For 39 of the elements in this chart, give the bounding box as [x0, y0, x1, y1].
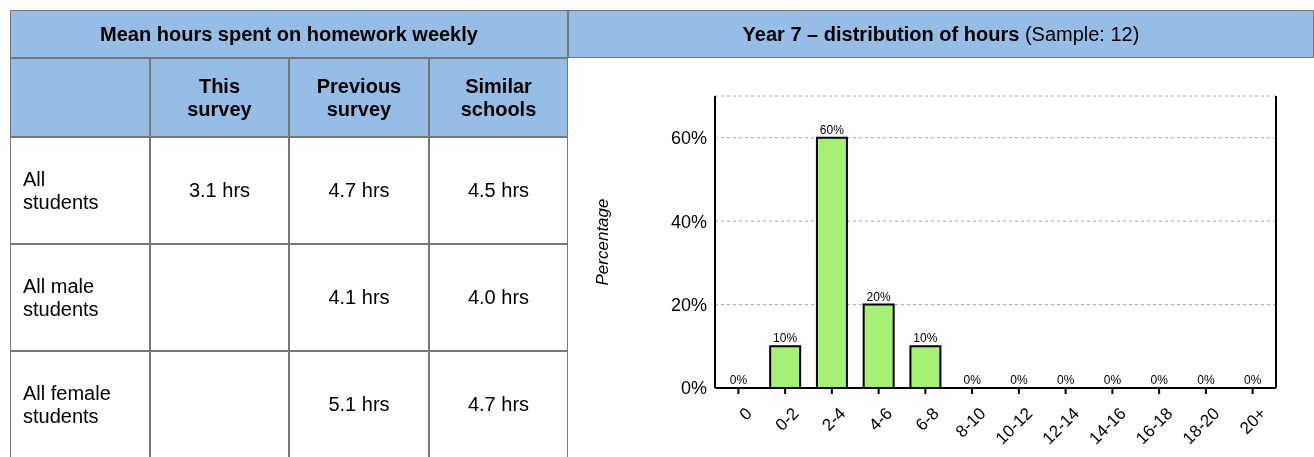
y-tick-label: 40%	[670, 211, 707, 232]
text: 4.5 hrs	[467, 179, 530, 201]
category-label: All female students	[23, 381, 111, 427]
data-label: 0%	[729, 373, 748, 387]
text: 4.7 hrs	[328, 179, 390, 201]
data-label: 20%	[866, 289, 891, 304]
data-label: 0%	[963, 373, 982, 387]
text: 4.0 hrs	[467, 286, 530, 308]
data-label: 0%	[1150, 373, 1169, 387]
y-tick-label: 60%	[670, 128, 707, 149]
y-tick-label: 0%	[680, 378, 707, 399]
x-tick-label: 4-6	[865, 403, 896, 435]
data-label: 0%	[1056, 373, 1075, 387]
data-label: 10%	[773, 331, 798, 346]
data-label: 10%	[913, 331, 938, 346]
text: 4.1 hrs	[328, 286, 390, 308]
data-label: 0%	[1243, 373, 1262, 387]
category-label: Similar schools	[429, 58, 568, 137]
text: Mean hours spent on homework weekly	[10, 10, 568, 58]
data-label: 0%	[1197, 373, 1215, 387]
text: 3.1 hrs	[188, 179, 251, 201]
chart-title: Year 7 – distribution of hours	[742, 22, 1020, 46]
chart-subtitle: (Sample: 12)	[1023, 22, 1140, 46]
x-tick-label: 6-8	[911, 403, 943, 435]
category-label: All male students	[23, 274, 99, 320]
x-tick-label: 0	[735, 403, 756, 425]
text: 5.1 hrs	[328, 393, 390, 415]
x-tick-label: 20+	[1236, 403, 1270, 438]
x-tick-label: 0-2	[771, 403, 803, 435]
category-label: Previous survey	[289, 58, 429, 137]
category-label: All students	[23, 167, 99, 213]
category-label: This survey	[150, 58, 289, 137]
x-tick-label: 2-4	[818, 403, 850, 435]
data-label: 0%	[1010, 373, 1028, 387]
data-label: 60%	[819, 122, 845, 137]
text: 4.7 hrs	[467, 393, 530, 415]
y-tick-label: 20%	[670, 294, 707, 315]
y-axis-title: Percentage	[593, 198, 613, 286]
data-label: 0%	[1103, 373, 1122, 387]
